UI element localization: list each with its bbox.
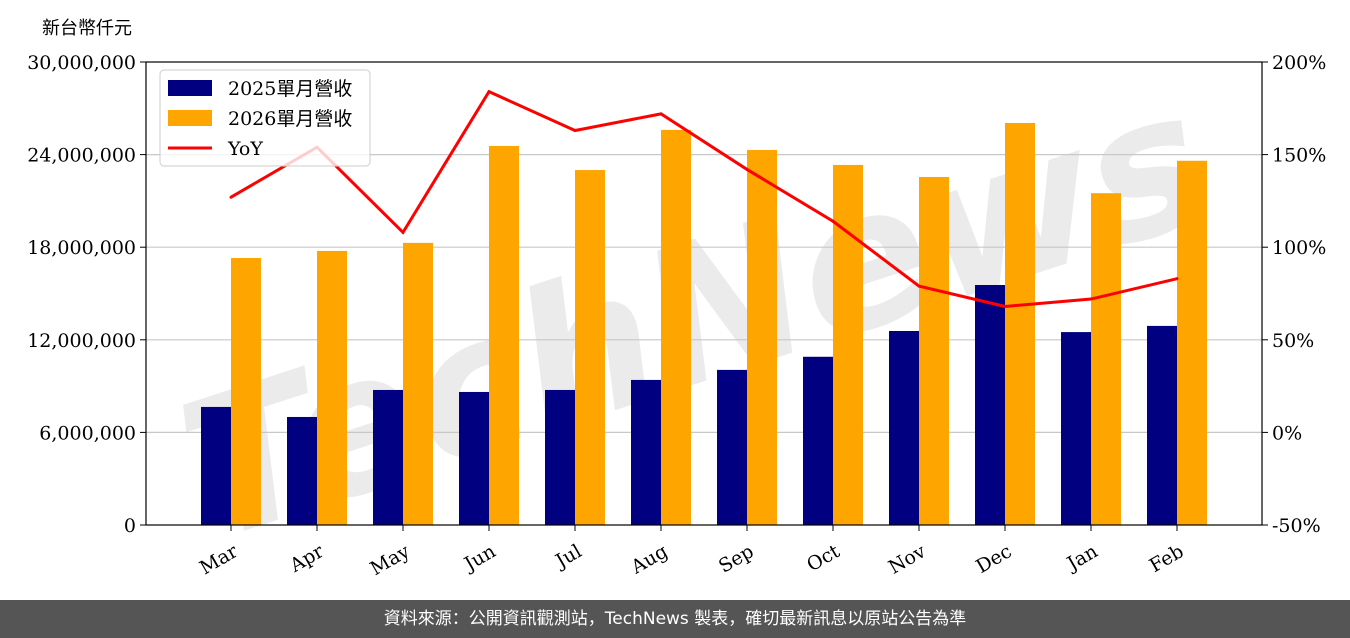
bar-2026-feb — [1177, 160, 1207, 526]
bar-2025-feb — [1147, 325, 1177, 525]
bar-2026-aug — [661, 129, 691, 525]
left-tick-label: 30,000,000 — [27, 52, 136, 74]
legend-box — [159, 69, 371, 167]
legend-swatch-2025 — [168, 80, 212, 96]
bar-2025-nov — [889, 331, 919, 525]
bar-2025-mar — [201, 406, 231, 525]
legend-swatch-2026 — [168, 110, 212, 126]
bar-2026-mar — [231, 258, 261, 525]
bar-2025-jun — [459, 391, 489, 525]
x-tick-label: Jun — [459, 540, 500, 576]
right-tick-label: 0% — [1272, 422, 1302, 444]
right-tick-label: 50% — [1272, 330, 1314, 352]
bar-2025-sep — [717, 369, 747, 525]
legend-label-2025: 2025單月營收 — [228, 78, 352, 100]
x-tick-label: Aug — [627, 540, 672, 579]
left-tick-label: 18,000,000 — [27, 237, 136, 259]
yoy-point — [401, 230, 405, 234]
left-tick-label: 24,000,000 — [27, 145, 136, 167]
yoy-line — [230, 89, 1178, 308]
legend-label-yoy: YoY — [227, 138, 263, 160]
bar-2026-nov — [919, 176, 949, 525]
right-tick-label: 150% — [1272, 145, 1326, 167]
bar-2025-jul — [545, 389, 575, 525]
plot-frame — [145, 61, 1263, 526]
bar-2025-apr — [287, 416, 317, 525]
x-tick-label: Feb — [1146, 540, 1188, 577]
x-tick-label: Jul — [550, 540, 585, 573]
yoy-point — [917, 284, 921, 288]
bar-2026-jul — [575, 170, 605, 526]
right-tick-label: -50% — [1272, 515, 1321, 537]
bar-2026-oct — [833, 164, 863, 525]
bar-2026-jan — [1091, 193, 1121, 525]
yoy-point — [745, 167, 749, 171]
legend-label-2026: 2026單月營收 — [228, 108, 352, 130]
left-tick-label: 0 — [124, 515, 136, 537]
bar-2026-jun — [489, 145, 519, 525]
yoy-point — [1003, 304, 1007, 308]
yoy-point — [487, 90, 491, 94]
x-tick-label: Jan — [1062, 540, 1102, 576]
y-axis-unit-label: 新台幣仟元 — [42, 18, 132, 39]
right-tick-label: 100% — [1272, 237, 1326, 259]
left-tick-label: 12,000,000 — [27, 330, 136, 352]
yoy-point — [1175, 277, 1179, 281]
yoy-point — [831, 219, 835, 223]
x-tick-label: Dec — [972, 540, 1015, 578]
bar-2026-may — [403, 242, 433, 525]
x-tick-label: Oct — [803, 540, 844, 576]
yoy-point — [659, 112, 663, 116]
yoy-point — [573, 129, 577, 133]
bar-2025-oct — [803, 356, 833, 525]
bar-2026-apr — [317, 250, 347, 526]
yoy-point — [229, 195, 233, 199]
left-tick-label: 6,000,000 — [39, 422, 136, 444]
bar-2025-aug — [631, 379, 661, 525]
x-tick-label: May — [367, 540, 414, 580]
source-footer: 資料來源：公開資訊觀測站，TechNews 製表，確切最新訊息以原站公告為準 — [0, 600, 1350, 638]
bar-2025-may — [373, 389, 403, 525]
revenue-chart: TechNews06,000,00012,000,00018,000,00024… — [27, 47, 1326, 584]
yoy-point — [1089, 297, 1093, 301]
x-tick-label: Nov — [885, 540, 930, 579]
x-tick-label: Sep — [715, 540, 758, 577]
right-tick-label: 200% — [1272, 52, 1326, 74]
bar-2026-dec — [1005, 122, 1035, 525]
bar-2025-dec — [975, 285, 1005, 525]
bar-2025-jan — [1061, 332, 1091, 525]
bar-2026-sep — [747, 149, 777, 525]
